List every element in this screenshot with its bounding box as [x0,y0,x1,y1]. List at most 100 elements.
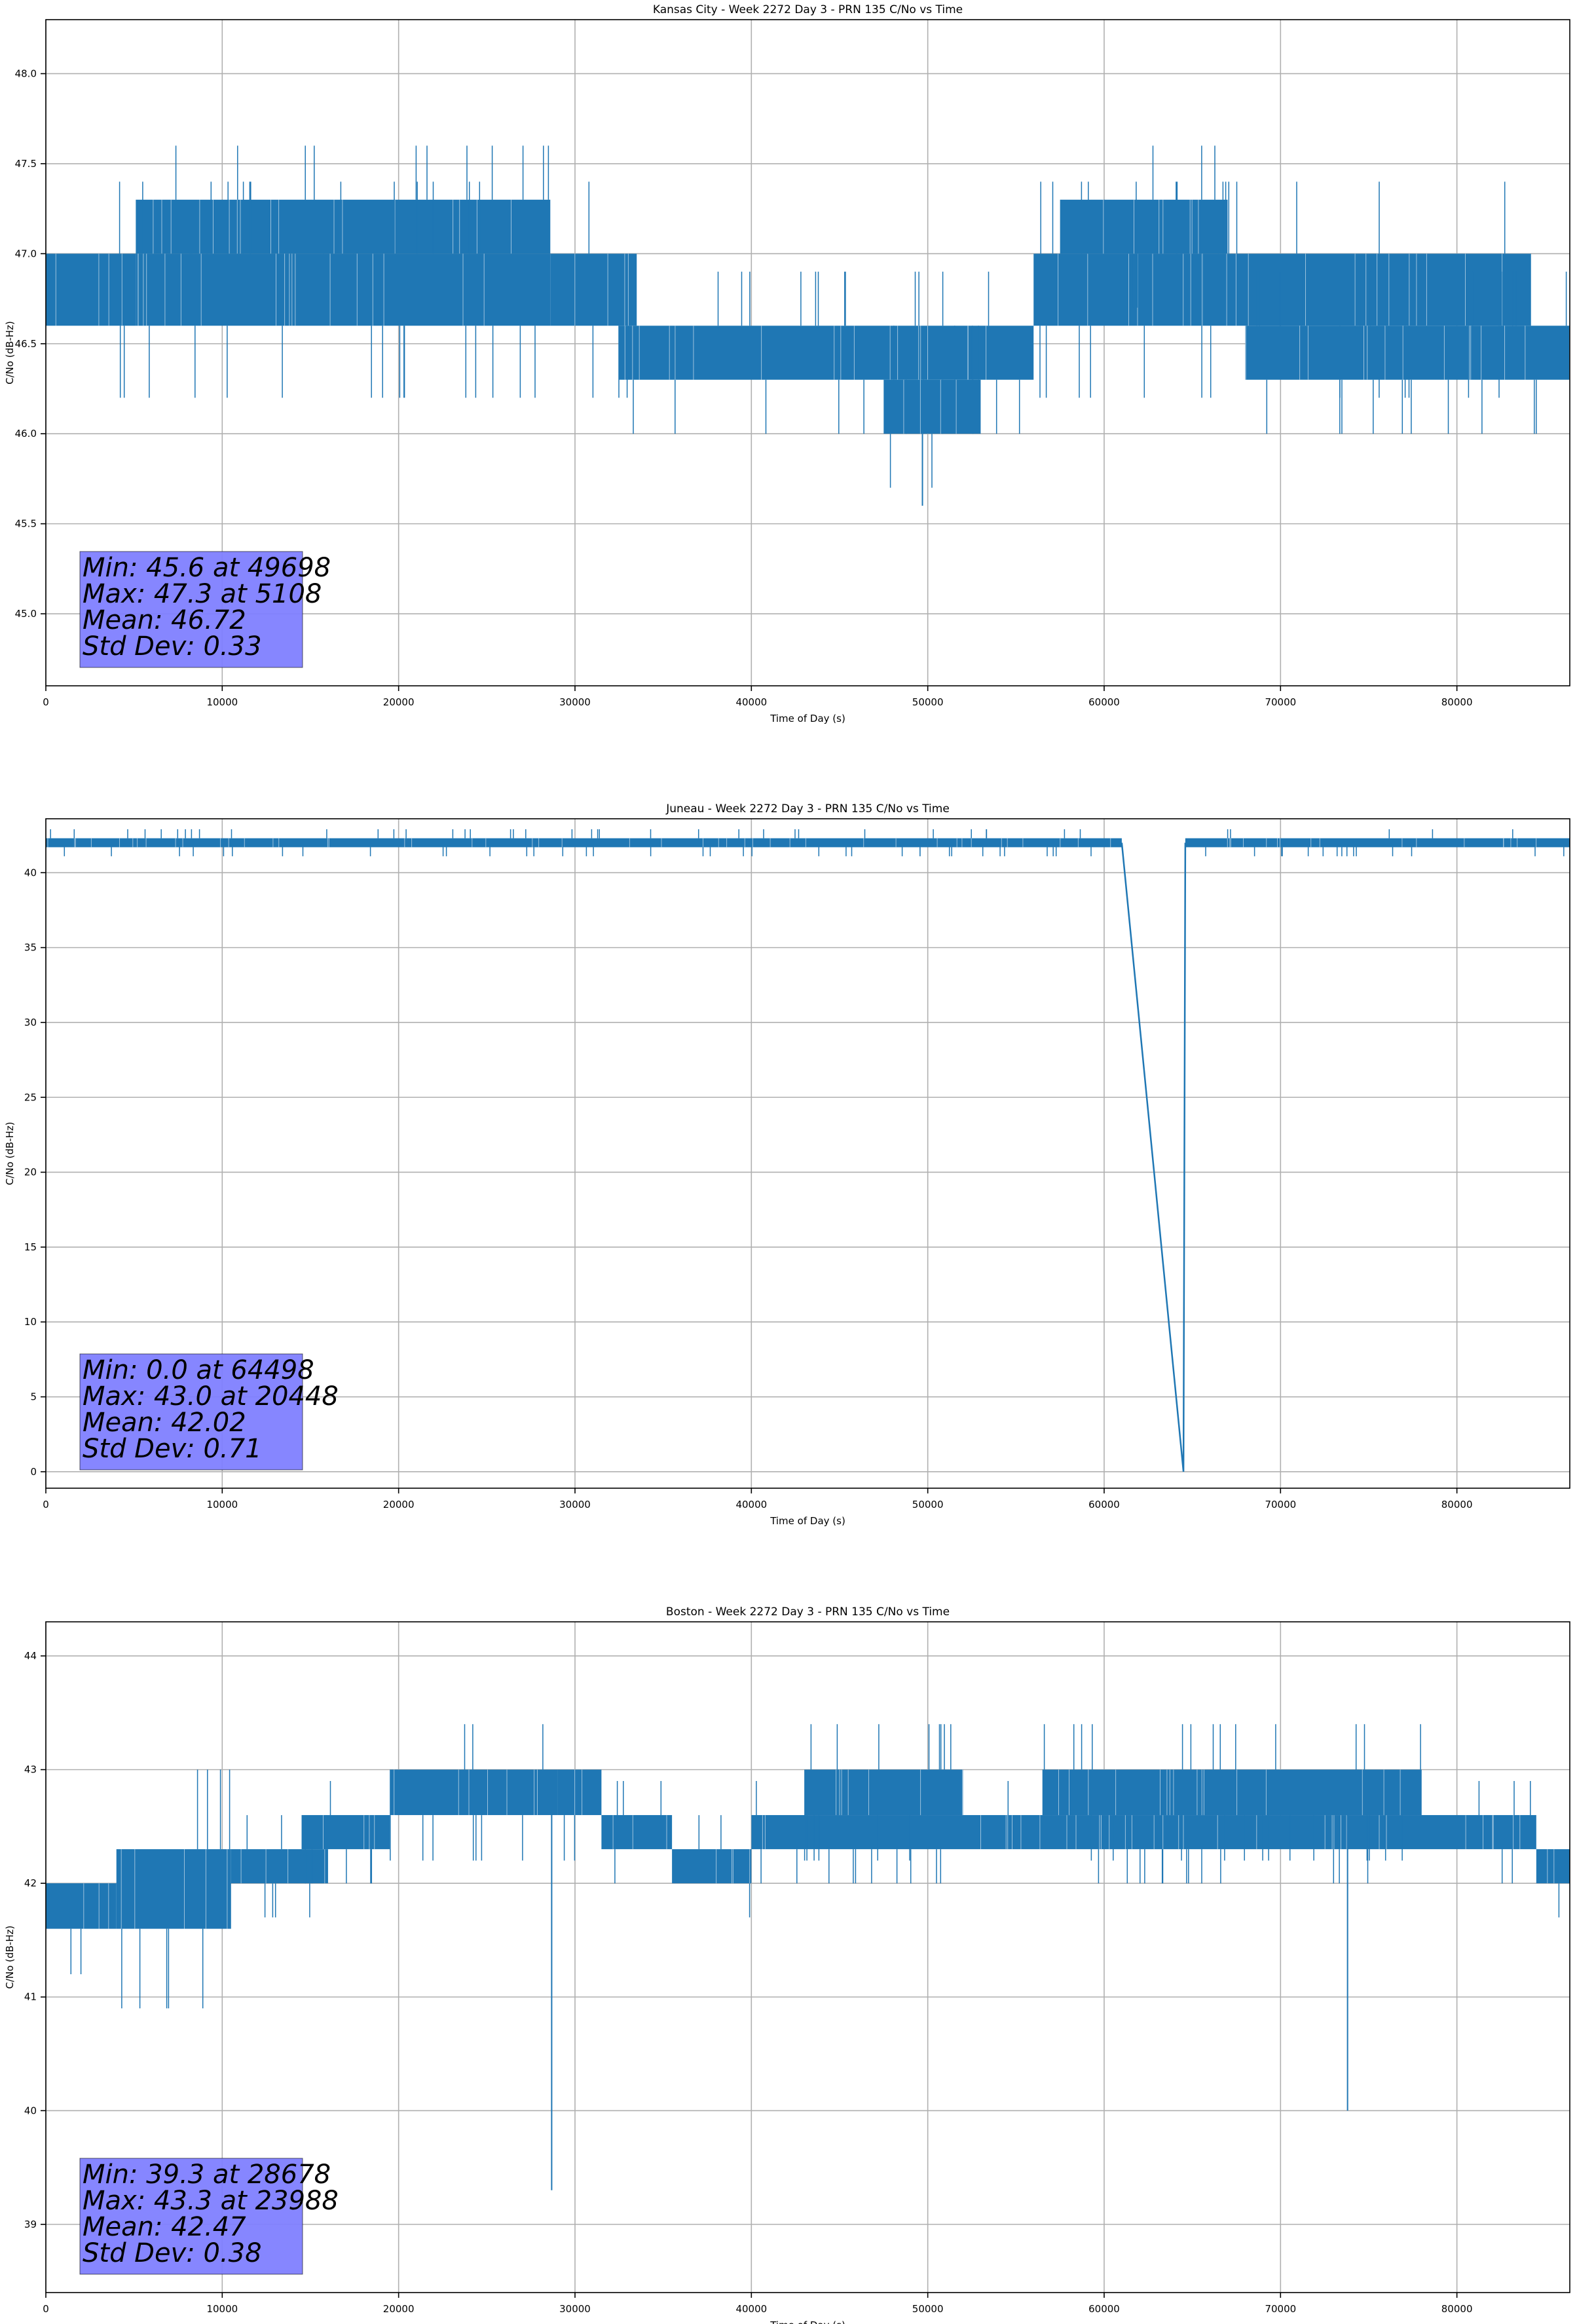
y-tick-label: 45.5 [15,518,37,530]
data-noise [1256,271,1567,434]
y-tick-label: 43 [24,1764,37,1776]
data-band [1245,326,1570,380]
data-noise [70,1928,82,1974]
data-gaps [394,1769,538,1816]
data-noise [119,181,125,398]
x-tick-label: 80000 [1441,696,1473,708]
x-tick-label: 20000 [383,2303,415,2315]
data-gaps [574,1769,583,1816]
data-band [231,1849,328,1884]
data-noise [50,829,1092,857]
data-noise [121,1769,231,2009]
x-tick-label: 0 [43,696,49,708]
data-noise [1132,145,1219,308]
data-gaps [1245,326,1570,380]
x-tick-label: 0 [43,1499,49,1510]
x-tick-label: 30000 [559,2303,591,2315]
x-tick-label: 20000 [383,1499,415,1510]
plot-frame [45,19,1570,686]
stats-line: Min: 45.6 at 49698 [83,553,331,583]
data-gaps [716,1849,751,1884]
chart-1: 0 10000 20000 30000 40000 50000 60000 70000 8000… [4,802,1570,1527]
data-gaps [47,838,1111,848]
data-gaps [574,253,629,326]
data-noise [804,1724,952,1861]
data-gaps [612,1815,667,1850]
x-axis-label: Time of Day (s) [770,713,845,724]
data-gaps [1547,1849,1555,1884]
stats-line: Max: 47.3 at 5108 [83,579,322,609]
data-band [301,1815,390,1850]
data-gaps [323,1815,375,1850]
x-tick-label: 40000 [735,2303,767,2315]
data-band [1060,199,1228,254]
stats-line: Mean: 42.47 [83,2212,246,2242]
data-line [1121,842,1187,1472]
y-tick-label: 46.0 [15,428,37,440]
y-tick-label: 41 [24,1991,37,2003]
data-band [46,838,1122,848]
x-axis-label: Time of Day (s) [770,2319,845,2324]
stats-line: Std Dev: 0.33 [83,631,262,662]
x-tick-label: 10000 [206,1499,238,1510]
data-band [136,253,551,326]
y-tick-label: 39 [24,2219,37,2230]
data-gaps [1058,1769,1401,1816]
y-tick-label: 47.5 [15,158,37,170]
chart-0: 0 10000 20000 30000 40000 50000 60000 70000 8000… [4,3,1570,724]
data-band [46,253,136,326]
chart-title: Boston - Week 2272 Day 3 - PRN 135 C/No … [666,1605,950,1619]
chart-title: Kansas City - Week 2272 Day 3 - PRN 135 … [653,3,963,16]
data-noise [588,181,628,398]
y-axis-label: C/No (dB-Hz) [4,321,16,384]
data-noise [889,326,979,488]
data-gaps [1103,199,1199,254]
data-noise [563,1815,576,1861]
data-band [46,1883,117,1929]
data-band [804,1769,963,1816]
x-tick-label: 80000 [1441,1499,1473,1510]
y-tick-label: 0 [30,1466,37,1478]
stats-box [79,2158,303,2275]
x-tick-label: 10000 [206,2303,238,2315]
chart-title: Juneau - Week 2272 Day 3 - PRN 135 C/No … [665,802,950,815]
y-tick-label: 44 [24,1650,37,1662]
y-tick-label: 5 [30,1391,37,1403]
data-noise [1205,829,1565,857]
stats-line: Mean: 42.02 [83,1408,246,1438]
x-tick-label: 30000 [559,1499,591,1510]
x-axis-label: Time of Day (s) [770,1515,845,1527]
data-band [550,253,637,326]
data-band [116,1849,231,1929]
plot-frame [45,818,1570,1489]
data-noise [698,1815,751,1918]
data-gaps [903,379,957,434]
data-band [1042,1769,1422,1816]
x-tick-label: 70000 [1265,1499,1296,1510]
data-gaps [138,253,485,326]
data-gaps [240,1849,325,1884]
data-gaps [1227,838,1537,848]
data-band [136,199,551,254]
x-tick-label: 80000 [1441,2303,1473,2315]
data-band [1536,1849,1570,1884]
data-band [1185,838,1570,848]
y-tick-label: 10 [24,1316,37,1328]
data-band [1033,253,1202,326]
data-band [672,1849,752,1884]
x-tick-label: 20000 [383,696,415,708]
stats-line: Max: 43.0 at 20448 [83,1381,339,1412]
stats-line: Std Dev: 0.38 [83,2238,262,2268]
plot-frame [45,1621,1570,2293]
data-noise [390,1724,544,1861]
data-gaps [836,1769,963,1816]
stats-line: Mean: 46.72 [83,605,246,635]
y-tick-label: 35 [24,942,37,954]
stats-line: Min: 0.0 at 64498 [83,1355,314,1385]
y-tick-label: 25 [24,1091,37,1103]
data-band [751,1815,1536,1850]
x-tick-label: 60000 [1088,1499,1120,1510]
x-tick-label: 50000 [912,2303,944,2315]
y-tick-label: 40 [24,867,37,878]
